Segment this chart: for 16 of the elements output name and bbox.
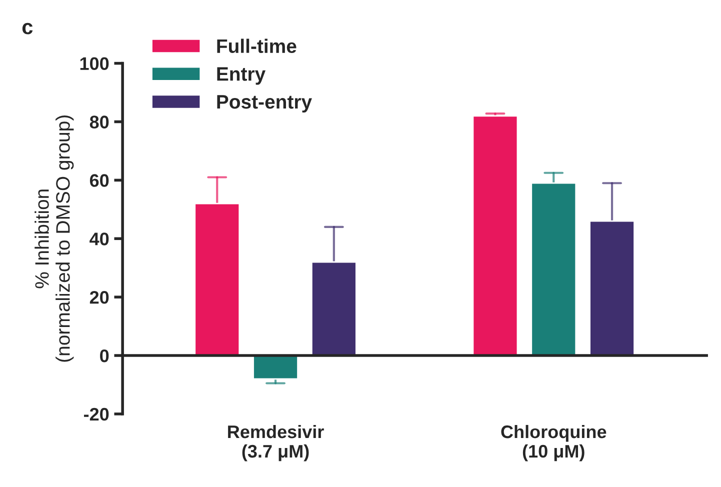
y-tick-label: 100: [80, 57, 109, 70]
y-tick-label: 0: [100, 349, 109, 362]
bar: [472, 115, 518, 356]
y-tick-label: 60: [90, 174, 109, 187]
y-tick-label: -20: [84, 408, 109, 421]
y-tick-label: 40: [90, 232, 109, 246]
x-tick-label: Remdesivir (3.7 μM): [228, 424, 324, 462]
chart-title: c: [22, 22, 33, 34]
y-axis-title: % Inhibition (normalized to DMSO group): [34, 116, 74, 362]
legend-label: Full-time: [217, 38, 296, 54]
y-tick-label: 80: [90, 116, 109, 128]
legend-label: Entry: [217, 67, 266, 85]
bar: [252, 354, 298, 380]
y-tick-label: 20: [90, 291, 109, 304]
legend-label: Post-entry: [217, 95, 312, 113]
x-tick-label: Chloroquine (10 μM): [501, 424, 606, 462]
